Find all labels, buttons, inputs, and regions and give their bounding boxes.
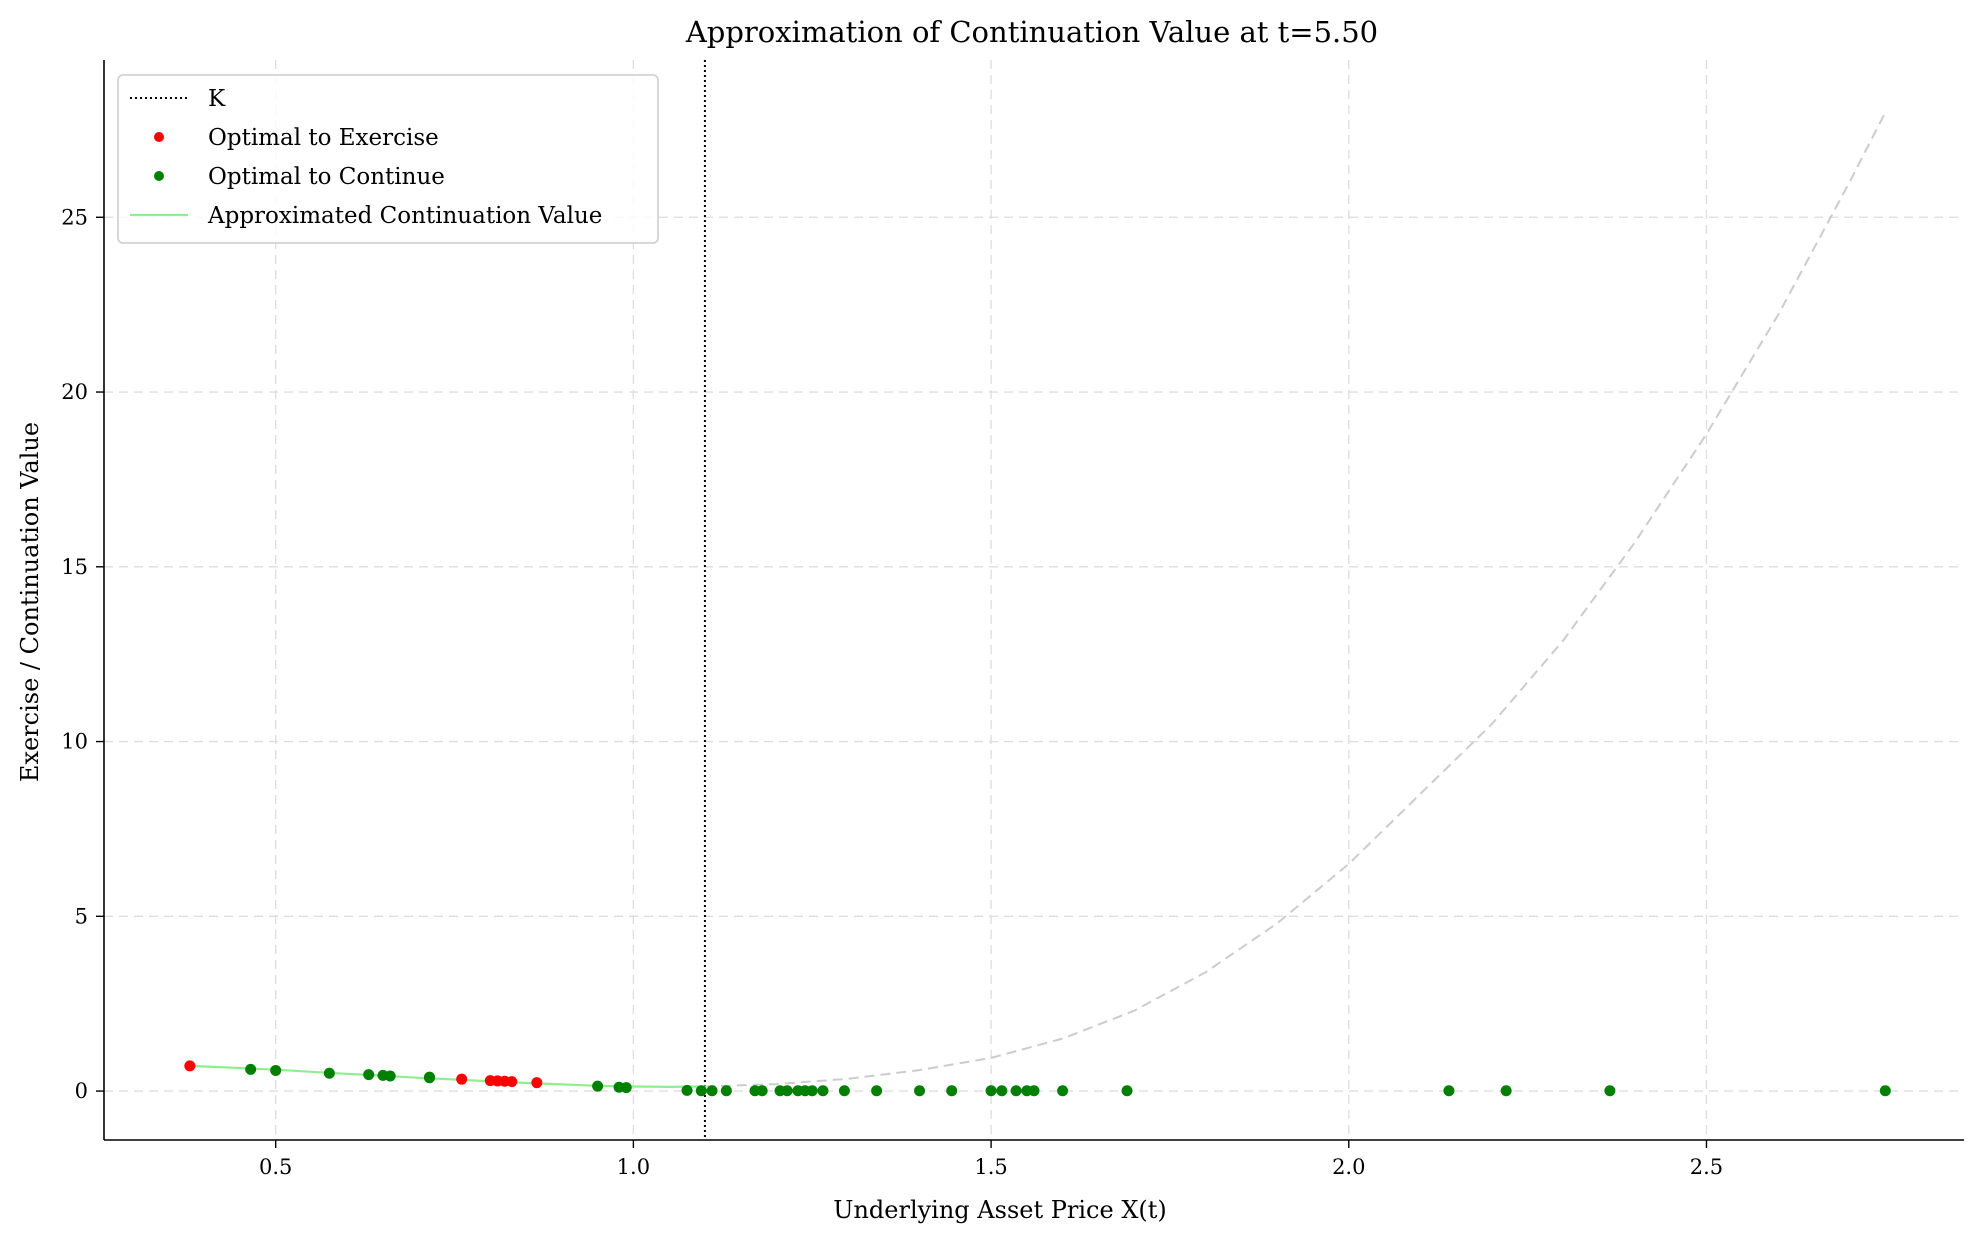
continue-point-13 (706, 1085, 718, 1097)
continue-point-28 (996, 1085, 1008, 1097)
continue-point-24 (871, 1085, 883, 1097)
x-tick-label-0: 0.5 (259, 1155, 292, 1179)
x-tick-label-1: 1.0 (617, 1155, 650, 1179)
exercise-point-1 (456, 1073, 468, 1085)
continue-point-11 (681, 1084, 693, 1096)
exercise-value-dashed-line (704, 111, 1887, 1088)
continue-point-25 (914, 1085, 926, 1097)
exercise-point-6 (531, 1077, 543, 1089)
y-tick-label-2: 10 (61, 730, 88, 754)
continue-point-3 (363, 1069, 375, 1081)
continue-point-26 (946, 1085, 958, 1097)
y-axis-label: Exercise / Continuation Value (16, 422, 44, 782)
chart-title: Approximation of Continuation Value at t… (685, 15, 1378, 49)
continue-point-10 (620, 1082, 632, 1094)
legend-exercise-marker (154, 132, 164, 142)
continue-point-0 (245, 1063, 257, 1075)
y-tick-label-5: 25 (61, 205, 88, 229)
y-tick-label-4: 20 (61, 380, 88, 404)
grid (104, 60, 1964, 1140)
x-tick-label-2: 1.5 (974, 1155, 1007, 1179)
continue-point-34 (1443, 1085, 1455, 1097)
legend-continue-marker (154, 171, 164, 181)
legend-box (117, 74, 659, 244)
x-tick-label-4: 2.5 (1690, 1155, 1723, 1179)
continue-point-16 (756, 1085, 768, 1097)
continue-point-27 (985, 1085, 997, 1097)
legend-continuation-line-label: Approximated Continuation Value (207, 203, 602, 229)
y-tick-label-1: 5 (75, 904, 88, 928)
y-tick-label-3: 15 (61, 555, 88, 579)
continue-point-8 (592, 1080, 604, 1092)
continue-point-32 (1057, 1085, 1069, 1097)
continue-point-36 (1604, 1085, 1616, 1097)
legend-strike-label: K (208, 86, 226, 112)
continue-point-22 (817, 1085, 829, 1097)
continue-point-1 (270, 1064, 282, 1076)
exercise-point-5 (506, 1076, 518, 1088)
legend-exercise-label: Optimal to Exercise (208, 125, 439, 151)
continue-point-7 (424, 1072, 435, 1084)
continue-point-33 (1121, 1085, 1133, 1097)
x-axis-label: Underlying Asset Price X(t) (833, 1196, 1167, 1224)
continue-point-35 (1500, 1085, 1512, 1097)
y-tick-label-0: 0 (75, 1079, 88, 1103)
continue-point-2 (323, 1067, 335, 1079)
legend: K Optimal to Exercise Optimal to Continue A… (117, 74, 659, 244)
continue-point-29 (1010, 1085, 1022, 1097)
continue-point-5 (384, 1070, 396, 1082)
legend-continue-label: Optimal to Continue (208, 164, 445, 190)
continue-point-18 (781, 1085, 793, 1097)
continue-point-14 (720, 1085, 732, 1097)
continue-point-12 (695, 1085, 707, 1097)
axes: 0.5 1.0 1.5 2.0 2.5 0 5 10 15 20 25 (61, 60, 1964, 1179)
plot-area (184, 60, 1891, 1140)
x-tick-label-3: 2.0 (1332, 1155, 1365, 1179)
continue-point-21 (806, 1085, 818, 1097)
continue-point-31 (1028, 1085, 1040, 1097)
continue-point-23 (838, 1085, 850, 1097)
exercise-point-0 (184, 1060, 196, 1072)
continue-point-37 (1879, 1085, 1891, 1097)
